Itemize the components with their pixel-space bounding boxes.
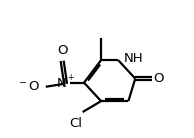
Text: O: O bbox=[57, 44, 67, 57]
Text: Cl: Cl bbox=[69, 117, 82, 131]
Text: O: O bbox=[154, 72, 164, 85]
Text: $^-$O: $^-$O bbox=[17, 80, 40, 93]
Text: NH: NH bbox=[124, 52, 143, 65]
Text: $^+$: $^+$ bbox=[66, 73, 75, 83]
Text: N: N bbox=[56, 77, 66, 90]
